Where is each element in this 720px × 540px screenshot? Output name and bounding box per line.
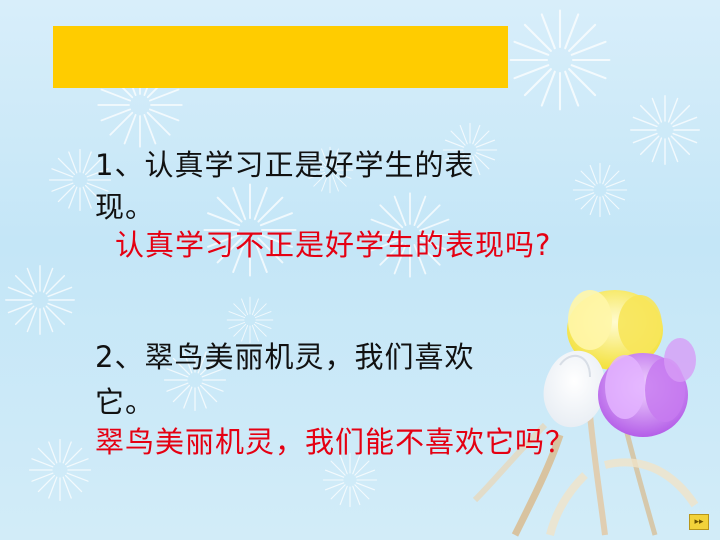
question-1-line-1: 1、认真学习正是好学生的表	[95, 148, 475, 182]
question-2-line-1: 2、翠鸟美丽机灵，我们喜欢	[95, 340, 475, 374]
question-1-line-2: 现。	[95, 190, 156, 224]
question-2-line-2: 它。	[95, 385, 156, 419]
question-1-rhetorical: 认真学习不正是好学生的表现吗?	[115, 228, 552, 262]
flower-bouquet-image	[472, 290, 699, 537]
question-2-rhetorical: 翠鸟美丽机灵，我们能不喜欢它吗？	[95, 425, 576, 459]
title-bar	[53, 26, 508, 88]
next-slide-icon[interactable]: ▸▸	[689, 514, 709, 530]
